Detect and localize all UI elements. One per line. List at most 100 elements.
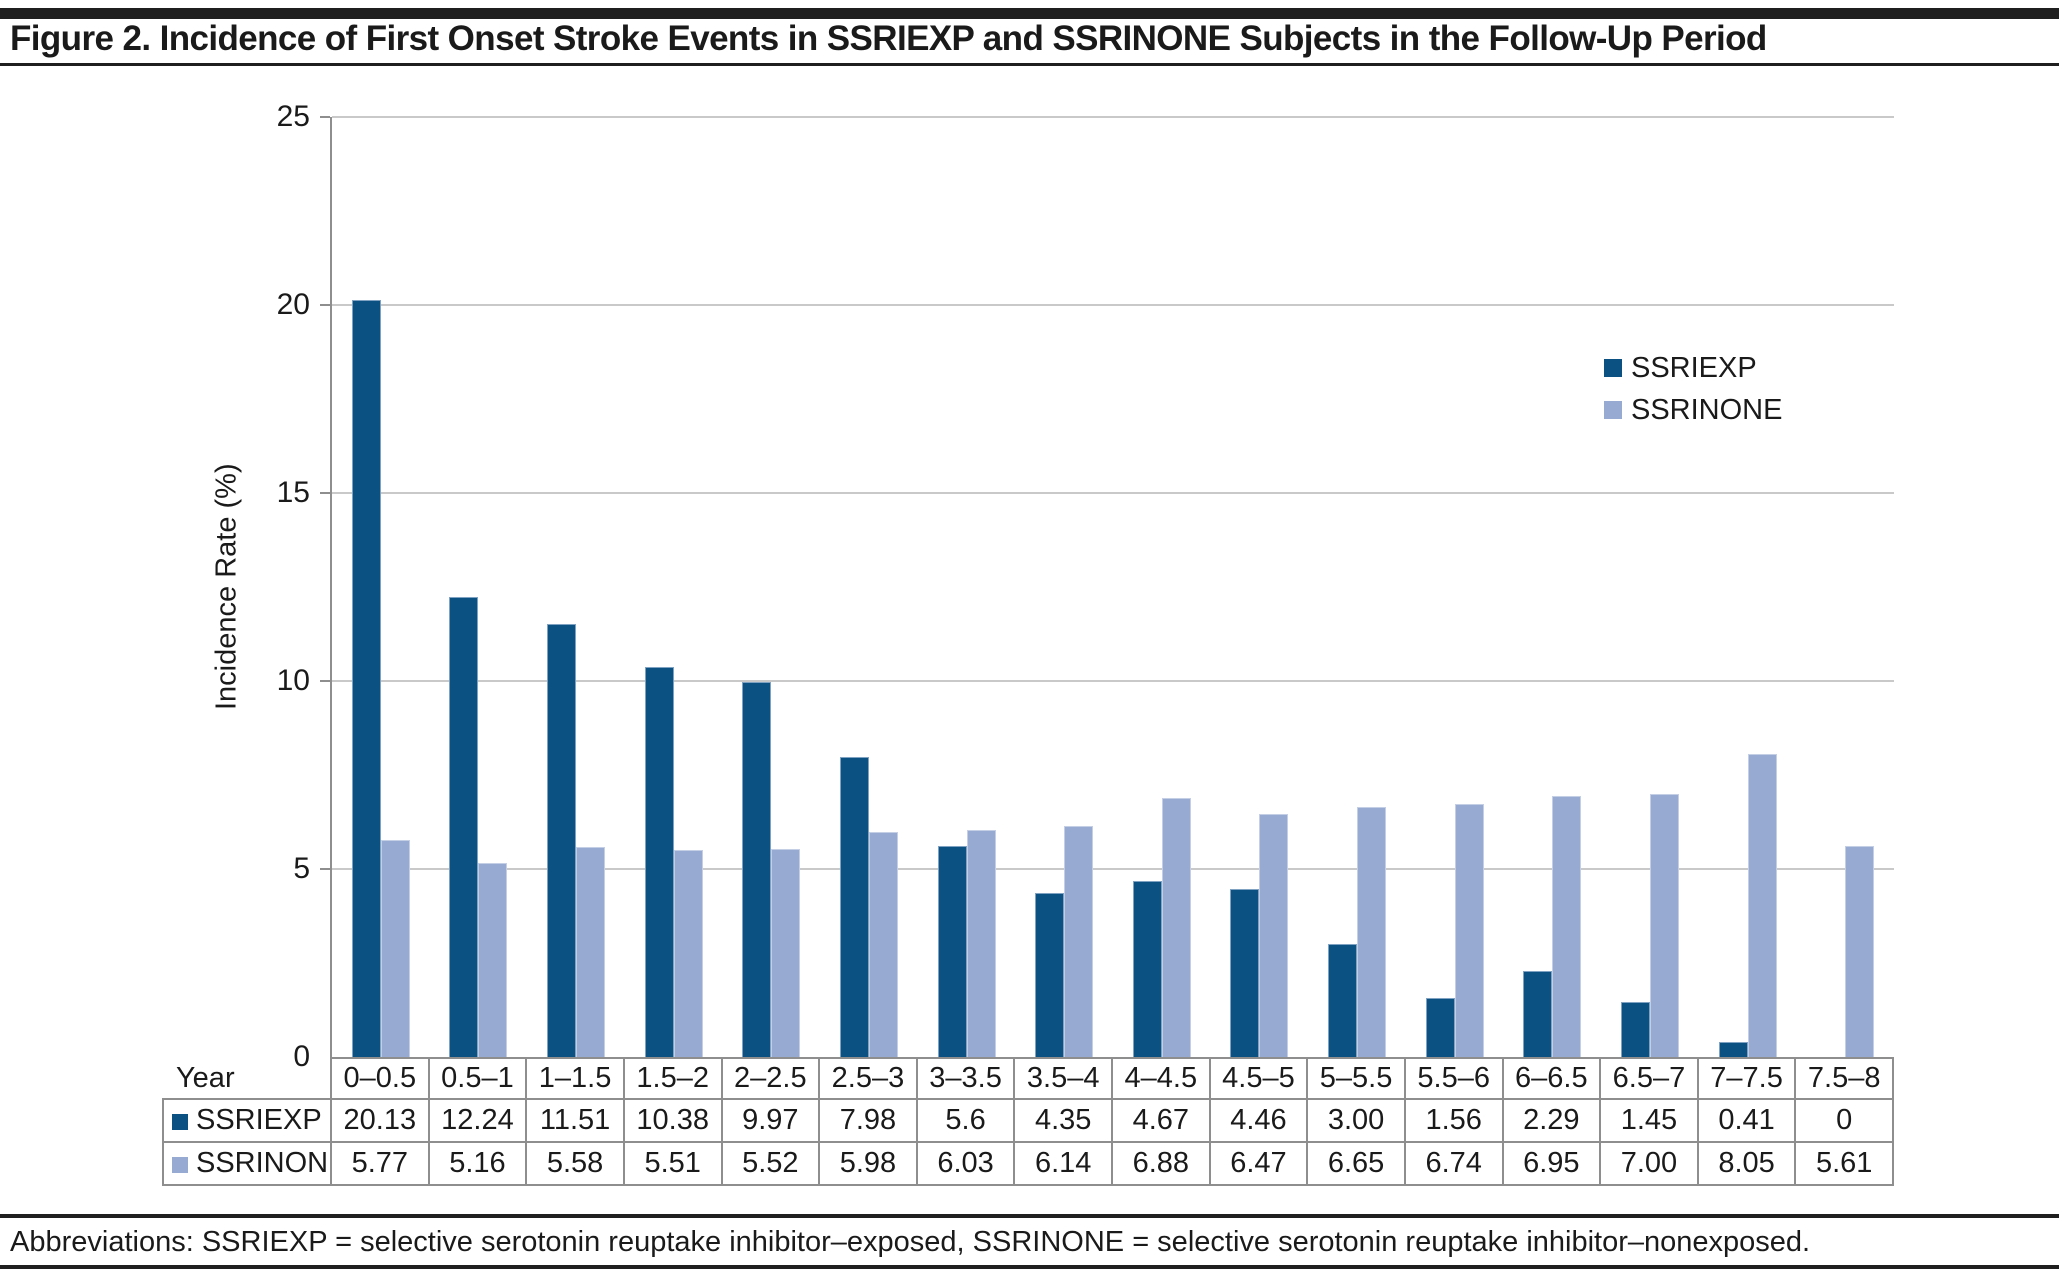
data-table: Year 0–0.5 0.5–1 1–1.5 1.5–2 2–2.5 2.5–3 3–3.5 3… — [162, 1057, 1894, 1186]
bar-group — [625, 117, 723, 1057]
series-swatch-icon — [172, 1114, 188, 1130]
bar-ssrinone — [1357, 806, 1387, 1057]
bar-ssriexp — [1328, 944, 1358, 1057]
y-tick-label: 25 — [276, 100, 310, 133]
gridline — [332, 304, 1894, 306]
legend-label: SSRIEXP — [1631, 352, 1757, 384]
gridline — [332, 680, 1894, 682]
year-range-cell: 6–6.5 — [1501, 1057, 1602, 1100]
year-range-cell: 7.5–8 — [1794, 1057, 1894, 1100]
axis-tick — [320, 304, 330, 306]
axis-tick — [320, 868, 330, 870]
year-range-cell: 5.5–6 — [1403, 1057, 1504, 1100]
bar-ssriexp — [644, 666, 674, 1057]
value-cell: 5.51 — [622, 1141, 723, 1186]
bar-ssrinone — [1259, 813, 1289, 1057]
value-cell: 2.29 — [1501, 1098, 1602, 1143]
gridline — [332, 116, 1894, 118]
top-rule — [0, 8, 2059, 19]
title-underline — [0, 63, 2059, 66]
bar-group — [820, 117, 918, 1057]
value-cell: 1.45 — [1599, 1098, 1699, 1143]
value-cell: 6.74 — [1403, 1141, 1504, 1186]
bar-group — [1308, 117, 1406, 1057]
bar-group — [430, 117, 528, 1057]
value-cell: 9.97 — [720, 1098, 821, 1143]
value-cell: 10.38 — [622, 1098, 723, 1143]
bar-ssrinone — [1747, 754, 1777, 1057]
bar-ssrinone — [1845, 846, 1875, 1057]
year-range-cell: 2.5–3 — [818, 1057, 918, 1100]
bars — [332, 117, 1894, 1057]
bar-ssrinone — [576, 847, 606, 1057]
bar-ssrinone — [1552, 795, 1582, 1057]
legend: SSRIEXP SSRINONE — [1604, 353, 1782, 437]
value-cell: 4.46 — [1208, 1098, 1309, 1143]
value-cell: 5.16 — [427, 1141, 528, 1186]
bar-ssriexp — [449, 596, 479, 1057]
bar-group — [723, 117, 821, 1057]
bar-ssriexp — [1035, 893, 1065, 1057]
value-cell: 20.13 — [330, 1098, 430, 1143]
axis-tick — [320, 680, 330, 682]
y-tick-label: 20 — [276, 288, 310, 321]
bar-ssrinone — [1161, 798, 1191, 1057]
bar-ssrinone — [868, 832, 898, 1057]
bar-ssrinone — [1454, 803, 1484, 1057]
year-range-cell: 1–1.5 — [525, 1057, 625, 1100]
legend-swatch-icon — [1604, 359, 1622, 377]
value-cell: 11.51 — [525, 1098, 625, 1143]
value-cell: 5.61 — [1794, 1141, 1894, 1186]
year-range-cell: 0–0.5 — [330, 1057, 430, 1100]
bar-ssrinone — [771, 849, 801, 1057]
bar-ssriexp — [1230, 889, 1260, 1057]
series-swatch-icon — [172, 1157, 188, 1173]
value-cell: 6.03 — [915, 1141, 1016, 1186]
legend-item: SSRINONE — [1604, 395, 1782, 425]
legend-item: SSRIEXP — [1604, 353, 1782, 383]
series-name-cell: SSRINONE — [162, 1141, 332, 1186]
value-cell: 4.67 — [1111, 1098, 1211, 1143]
y-axis-title: Incidence Rate (%) — [210, 463, 243, 711]
value-cell: 8.05 — [1696, 1141, 1797, 1186]
bar-ssrinone — [966, 830, 996, 1057]
bar-ssriexp — [1425, 998, 1455, 1057]
year-range-cell: 3.5–4 — [1013, 1057, 1113, 1100]
value-cell: 6.95 — [1501, 1141, 1602, 1186]
footer-bottom-rule — [0, 1265, 2059, 1269]
value-cell: 6.65 — [1306, 1141, 1406, 1186]
axis-tick — [320, 492, 330, 494]
value-cell: 6.14 — [1013, 1141, 1113, 1186]
value-cell: 7.98 — [818, 1098, 918, 1143]
bar-ssriexp — [547, 624, 577, 1057]
value-cell: 1.56 — [1403, 1098, 1504, 1143]
bar-group — [1796, 117, 1894, 1057]
bar-group — [1113, 117, 1211, 1057]
y-tick-label: 5 — [293, 852, 310, 885]
bar-ssriexp — [351, 300, 381, 1057]
series-name: SSRINONE — [196, 1147, 329, 1179]
year-range-cell: 1.5–2 — [622, 1057, 723, 1100]
bar-group — [918, 117, 1016, 1057]
bar-group — [332, 117, 430, 1057]
bar-ssriexp — [1132, 881, 1162, 1057]
value-cell: 5.98 — [818, 1141, 918, 1186]
bar-ssriexp — [1620, 1002, 1650, 1057]
bar-ssrinone — [380, 840, 410, 1057]
year-range-cell: 3–3.5 — [915, 1057, 1016, 1100]
bar-ssrinone — [478, 862, 508, 1057]
series-name: SSRIEXP — [196, 1104, 322, 1136]
year-range-cell: 0.5–1 — [427, 1057, 528, 1100]
bar-group — [527, 117, 625, 1057]
bar-ssrinone — [1649, 793, 1679, 1057]
bar-group — [1015, 117, 1113, 1057]
year-range-cell: 7–7.5 — [1696, 1057, 1797, 1100]
value-cell: 0 — [1794, 1098, 1894, 1143]
gridline — [332, 492, 1894, 494]
gridline — [332, 868, 1894, 870]
legend-label: SSRINONE — [1631, 394, 1783, 426]
series-name-cell: SSRIEXP — [162, 1098, 332, 1143]
year-range-cell: 4.5–5 — [1208, 1057, 1309, 1100]
value-cell: 5.77 — [330, 1141, 430, 1186]
